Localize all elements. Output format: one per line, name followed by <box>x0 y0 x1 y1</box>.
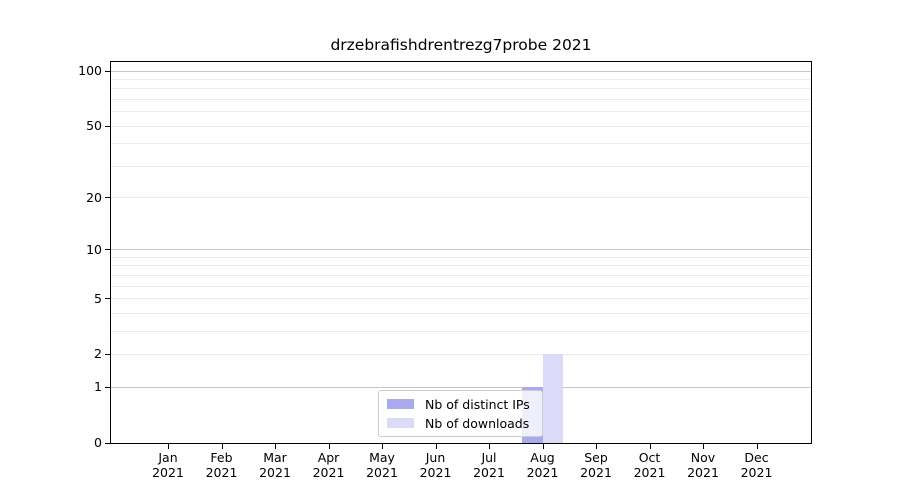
x-tick-label-month: Aug <box>530 450 555 465</box>
gridline-minor <box>111 353 811 355</box>
x-tick-label-year: 2021 <box>205 465 238 480</box>
x-tick-label-year: 2021 <box>366 465 398 480</box>
x-tick-label: Oct 2021 <box>620 450 680 480</box>
chart-title: drzebrafishdrentrezg7probe 2021 <box>330 36 592 54</box>
x-tick-mark <box>596 444 597 449</box>
x-tick-label: Jul 2021 <box>459 450 519 480</box>
x-tick-label: Aug 2021 <box>513 450 573 480</box>
x-tick-mark <box>703 444 704 449</box>
gridline-minor <box>111 143 811 145</box>
y-tick-mark <box>105 125 110 127</box>
y-tick-label: 50 <box>86 118 102 134</box>
gridline-minor <box>111 165 811 167</box>
y-tick-mark <box>105 442 110 444</box>
x-tick-label-month: Nov <box>690 450 716 465</box>
plot-area: Nb of distinct IPs Nb of downloads <box>105 61 812 449</box>
gridline-major <box>111 70 811 72</box>
gridline-minor <box>111 111 811 113</box>
legend-swatch-downloads <box>387 418 414 428</box>
x-tick-label: Mar 2021 <box>245 450 305 480</box>
bar-downloads <box>542 354 563 443</box>
y-tick-label: 2 <box>94 346 102 362</box>
x-tick-label: Feb 2021 <box>192 450 252 480</box>
legend-item-distinct-ips: Nb of distinct IPs <box>387 397 534 412</box>
x-tick-mark <box>382 444 383 449</box>
y-tick-label: 0 <box>94 435 102 450</box>
legend-item-downloads: Nb of downloads <box>387 416 534 431</box>
x-tick-label-year: 2021 <box>473 465 505 480</box>
x-tick-mark <box>435 444 437 449</box>
x-tick-label-year: 2021 <box>580 465 612 480</box>
x-tick-label-year: 2021 <box>740 465 773 480</box>
x-tick-label: Jun 2021 <box>406 450 466 480</box>
x-tick-label-year: 2021 <box>152 465 184 480</box>
gridline-minor <box>111 285 811 287</box>
x-tick-label-month: Jan <box>158 450 178 465</box>
x-tick-mark <box>542 444 544 449</box>
gridline-minor <box>111 298 811 300</box>
gridline-minor <box>111 78 811 80</box>
gridline-minor <box>111 98 811 100</box>
y-tick-label: 20 <box>86 189 102 205</box>
y-tick-mark <box>105 353 110 355</box>
x-tick-label-year: 2021 <box>312 465 345 480</box>
x-tick-label-month: Dec <box>744 450 769 465</box>
x-tick-mark <box>489 444 490 449</box>
y-tick-mark <box>105 197 110 199</box>
gridline-minor <box>111 256 811 258</box>
x-tick-label-month: May <box>369 450 395 465</box>
x-tick-label-year: 2021 <box>633 465 666 480</box>
legend-swatch-distinct-ips <box>387 399 414 409</box>
x-tick-label-month: Apr <box>317 450 340 465</box>
gridline-major <box>111 386 811 388</box>
y-tick-label: 5 <box>94 290 102 306</box>
x-tick-mark <box>221 444 223 449</box>
y-tick-mark <box>105 298 110 300</box>
y-tick-label: 10 <box>86 241 102 257</box>
legend-label-distinct-ips: Nb of distinct IPs <box>425 396 530 412</box>
x-tick-mark <box>275 444 276 449</box>
gridline-minor <box>111 125 811 127</box>
x-tick-label-month: Sep <box>584 450 608 465</box>
x-tick-label-year: 2021 <box>259 465 291 480</box>
x-tick-label: Dec 2021 <box>727 450 787 480</box>
gridline-minor <box>111 312 811 314</box>
legend: Nb of distinct IPs Nb of downloads <box>378 390 543 437</box>
y-tick-mark <box>105 249 110 251</box>
y-tick-mark <box>105 386 110 388</box>
x-tick-label-month: Jul <box>481 450 497 465</box>
gridline-minor <box>111 274 811 276</box>
x-tick-mark <box>756 444 758 449</box>
x-tick-label: May 2021 <box>352 450 412 480</box>
y-tick-label: 1 <box>94 379 102 395</box>
x-tick-label: Nov 2021 <box>673 450 733 480</box>
x-tick-label: Sep 2021 <box>566 450 626 480</box>
x-tick-label-year: 2021 <box>526 465 559 480</box>
gridline-minor <box>111 197 811 199</box>
gridline-major <box>111 249 811 251</box>
y-axis-tick-labels: 0 1 2 5 10 20 50 100 <box>0 62 102 450</box>
x-tick-mark <box>649 444 651 449</box>
gridline-minor <box>111 265 811 267</box>
gridline-minor <box>111 88 811 90</box>
y-tick-mark <box>105 70 110 72</box>
x-tick-label-year: 2021 <box>419 465 452 480</box>
x-tick-label-month: Mar <box>263 450 287 465</box>
x-tick-label-month: Jun <box>425 450 446 465</box>
gridline-minor <box>111 330 811 332</box>
x-tick-label-year: 2021 <box>687 465 719 480</box>
x-tick-label: Apr 2021 <box>299 450 359 480</box>
y-tick-label: 100 <box>78 63 102 79</box>
x-tick-label: Jan 2021 <box>138 450 198 480</box>
x-tick-label-month: Oct <box>638 450 661 465</box>
x-tick-mark <box>328 444 330 449</box>
x-tick-label-month: Feb <box>210 450 233 465</box>
x-tick-mark <box>168 444 169 449</box>
legend-label-downloads: Nb of downloads <box>425 415 530 431</box>
